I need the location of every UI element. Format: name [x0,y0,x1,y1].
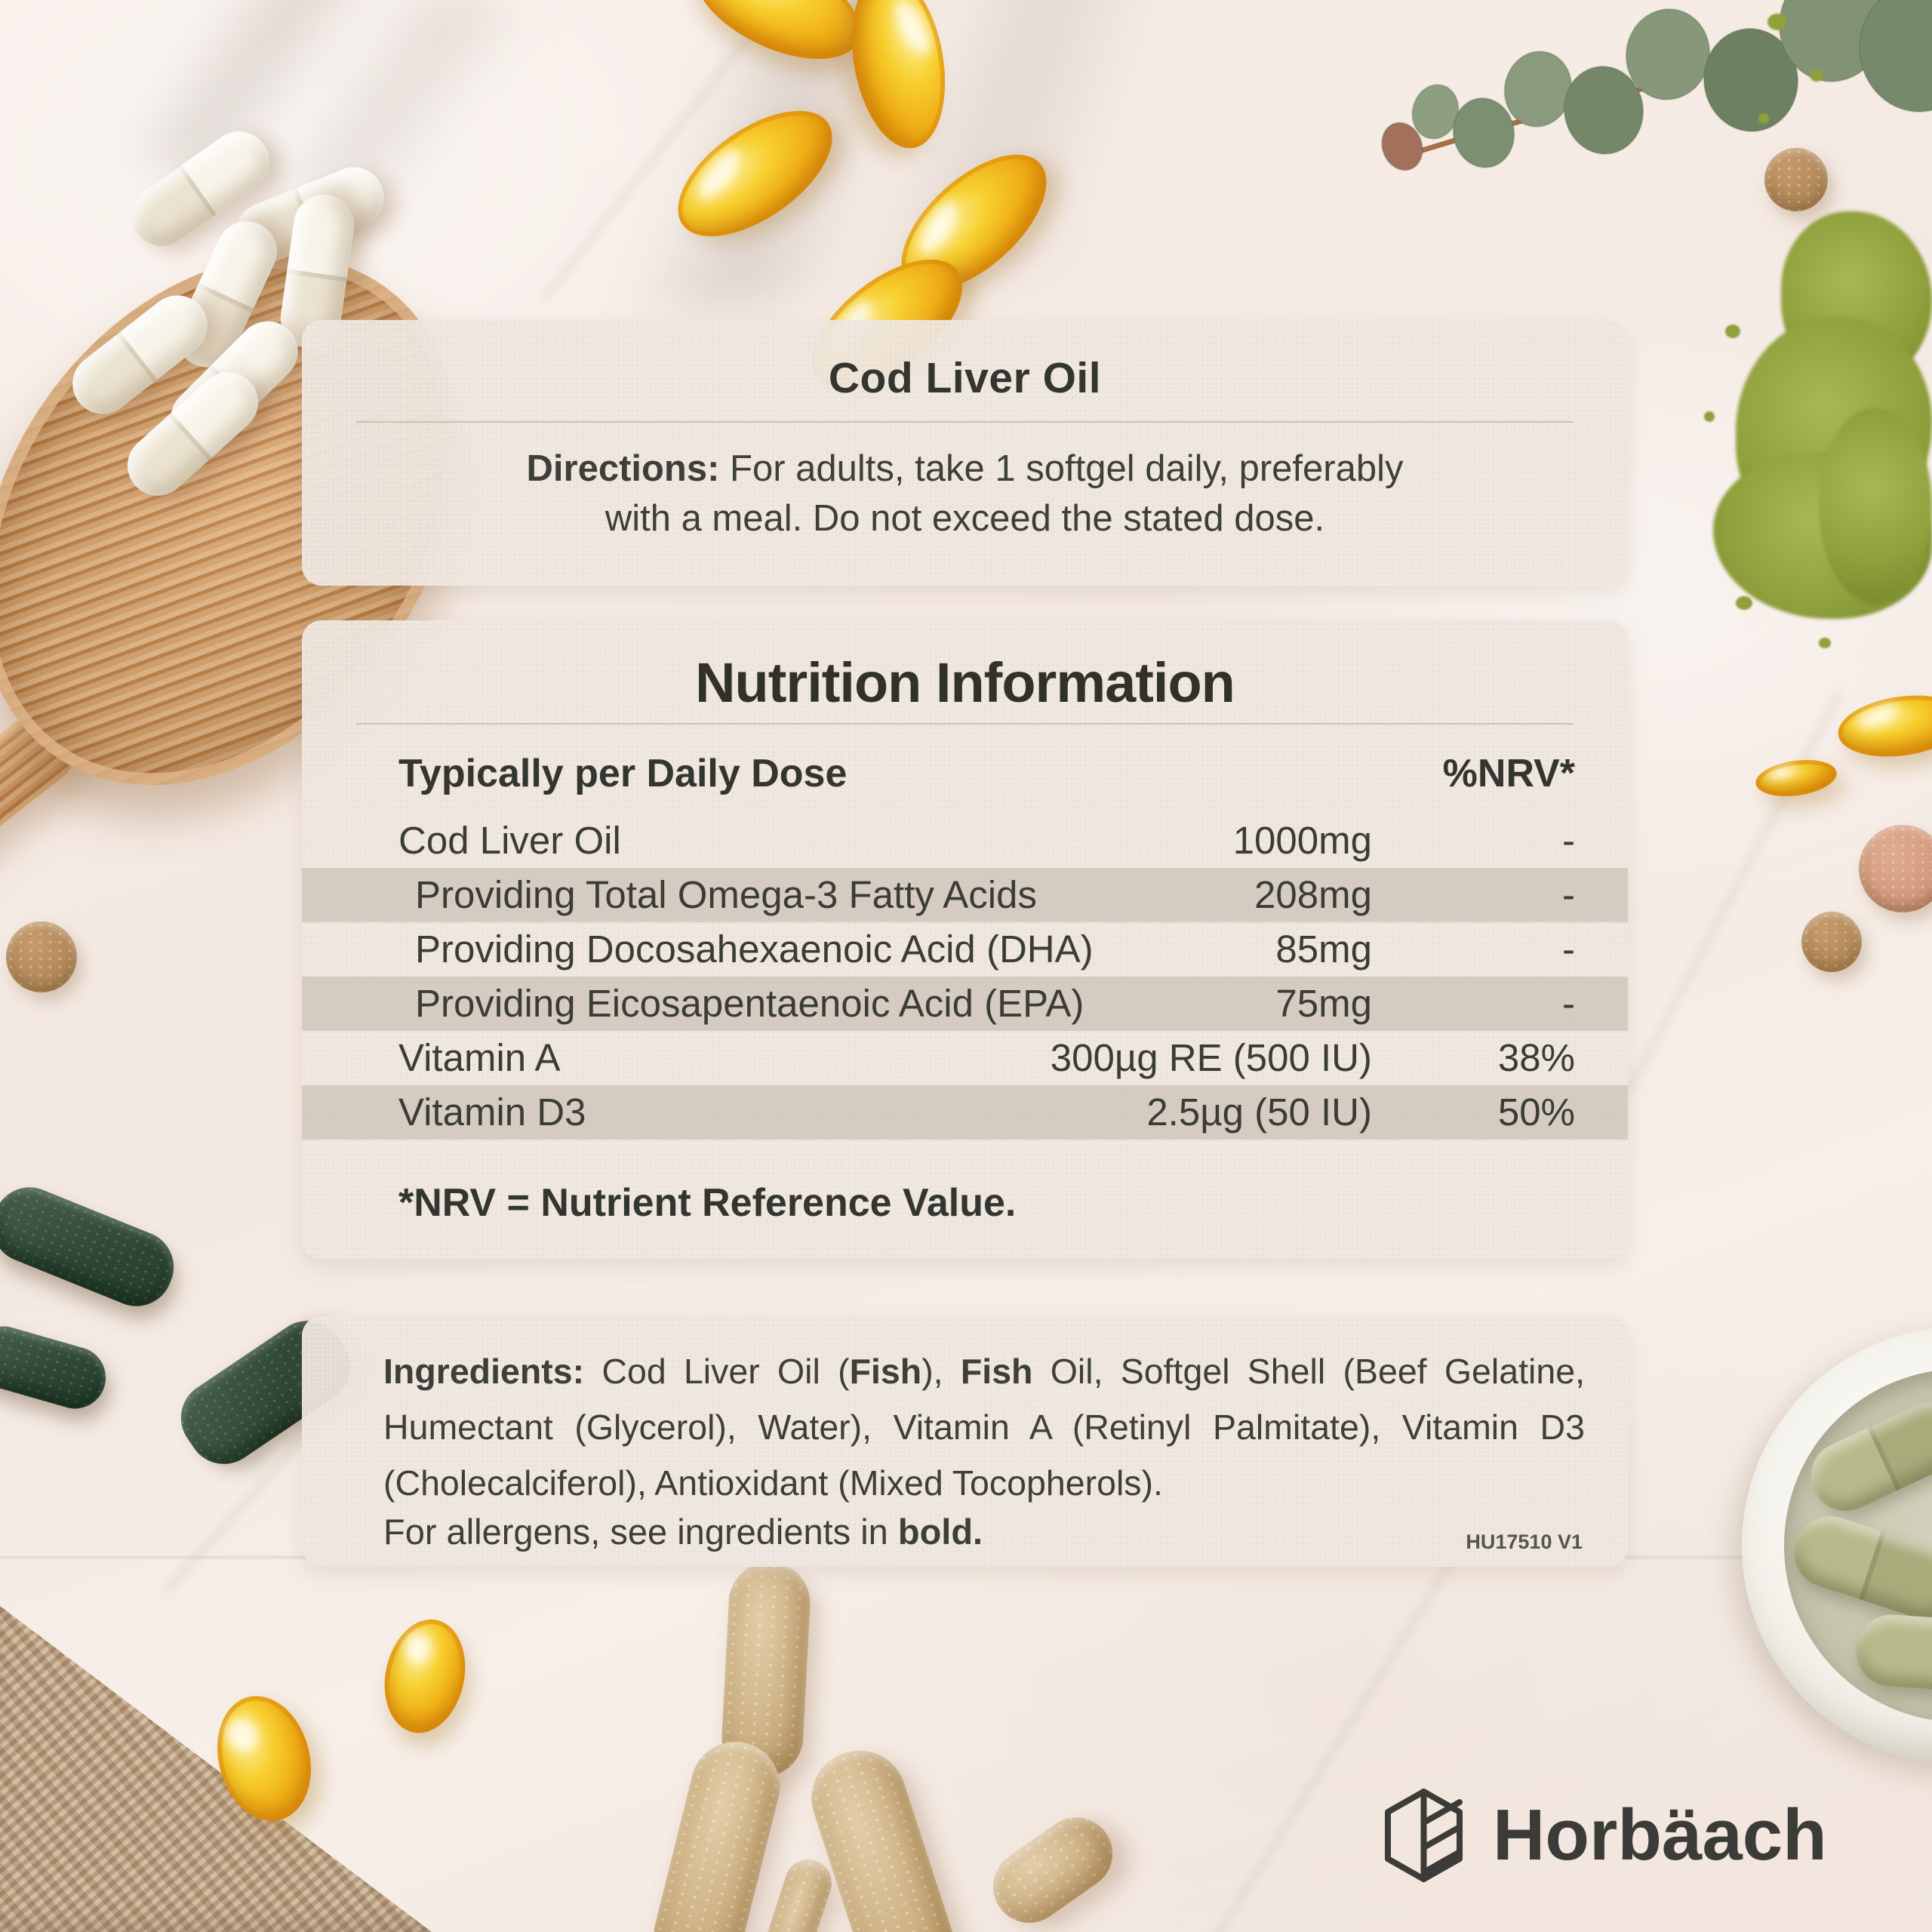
product-code: HU17510 V1 [1466,1531,1583,1553]
nutrition-row: Providing Eicosapentaenoic Acid (EPA) 75… [302,977,1628,1031]
nutrition-row: Vitamin A 300µg RE (500 IU) 38% [302,1031,1628,1085]
allergen-note: For allergens, see ingredients in bold. [383,1512,983,1552]
nutrient-amount: 300µg RE (500 IU) [1050,1036,1372,1079]
nutrition-row: Vitamin D3 2.5µg (50 IU) 50% [302,1085,1628,1140]
tan-tablet [1764,148,1828,211]
nutrition-table: Cod Liver Oil 1000mg - Providing Total O… [302,814,1628,1140]
powder-crumb [1736,596,1752,610]
nutrient-name: Providing Total Omega-3 Fatty Acids [415,873,1037,916]
nutrient-nrv: - [1562,982,1575,1025]
ingredients-text: Ingredients: Cod Liver Oil (Fish), Fish … [383,1352,1585,1503]
ingredients-panel: Ingredients: Cod Liver Oil (Fish), Fish … [302,1316,1628,1567]
product-header-panel: Cod Liver Oil Directions: For adults, ta… [302,320,1628,586]
powder-crumb [1810,69,1823,82]
product-title: Cod Liver Oil [828,354,1102,402]
bowl-of-green-capsules [1742,1327,1932,1764]
nutrition-row: Cod Liver Oil 1000mg - [302,814,1628,868]
nutrient-nrv: 38% [1497,1036,1575,1079]
tan-tablet [6,921,77,992]
brand-name: Horbäach [1493,1795,1827,1875]
green-capsule [1799,1390,1932,1523]
fish-oil-softgel [1834,688,1932,764]
column-header-nrv: %NRV* [1442,752,1575,795]
powder-crumb [1767,14,1787,30]
nutrient-name: Providing Docosahexaenoic Acid (DHA) [415,928,1094,971]
dark-green-tablet [0,1318,113,1417]
tan-tablet [1801,912,1862,972]
nutrient-amount: 75mg [1275,982,1372,1025]
nutrient-amount: 1000mg [1232,819,1372,862]
nutrient-name: Vitamin D3 [398,1091,586,1134]
nutrient-name: Vitamin A [398,1036,561,1079]
nutrient-amount: 85mg [1275,928,1372,971]
dark-green-tablet [0,1176,185,1318]
powder-crumb [1725,325,1740,338]
nutrient-nrv: - [1562,928,1575,971]
ingredients-label: Ingredients: [383,1352,602,1391]
nutrient-nrv: 50% [1497,1091,1575,1134]
peach-tablet [1859,825,1932,912]
directions-label: Directions: [526,448,720,489]
nutrition-title: Nutrition Information [695,651,1235,714]
nutrition-row: Providing Total Omega-3 Fatty Acids 208m… [302,868,1628,922]
brand-logo: Horbäach [1383,1786,1827,1885]
green-capsule [1853,1612,1932,1696]
fish-oil-softgel [374,1611,475,1741]
horbaach-hex-leaf-logo-icon [1385,1789,1463,1882]
nutrient-name: Cod Liver Oil [398,819,621,862]
nutrient-amount: 208mg [1254,873,1372,916]
nutrient-name: Providing Eicosapentaenoic Acid (EPA) [415,982,1084,1025]
divider [356,421,1574,423]
directions-line-2: with a meal. Do not exceed the stated do… [605,498,1325,539]
nutrition-panel: Nutrition Information Typically per Dail… [302,620,1628,1259]
powder-crumb [1758,113,1769,124]
eucalyptus-branch [1381,0,1932,171]
nutrition-row: Providing Docosahexaenoic Acid (DHA) 85m… [302,922,1628,977]
column-header-daily-dose: Typically per Daily Dose [398,752,848,795]
powder-crumb [1704,411,1715,422]
burlap-fabric [0,1606,432,1932]
fish-oil-softgel [1753,755,1839,801]
bowl-interior [1784,1369,1932,1722]
nutrient-nrv: - [1562,819,1575,862]
nutrient-amount: 2.5µg (50 IU) [1146,1091,1372,1134]
powder-crumb [1819,638,1831,648]
divider [356,723,1574,724]
nutrition-table-header: Typically per Daily Dose %NRV* [302,747,1628,800]
tan-caplet [979,1803,1127,1932]
tan-caplet [645,1732,789,1932]
directions-line-1: Directions: For adults, take 1 softgel d… [526,448,1404,489]
nutrient-nrv: - [1562,873,1575,916]
nrv-footnote: *NRV = Nutrient Reference Value. [398,1181,1017,1225]
green-capsule [1784,1506,1932,1628]
green-powder-pile [1690,181,1932,619]
directions-text: Directions: For adults, take 1 softgel d… [302,444,1628,543]
